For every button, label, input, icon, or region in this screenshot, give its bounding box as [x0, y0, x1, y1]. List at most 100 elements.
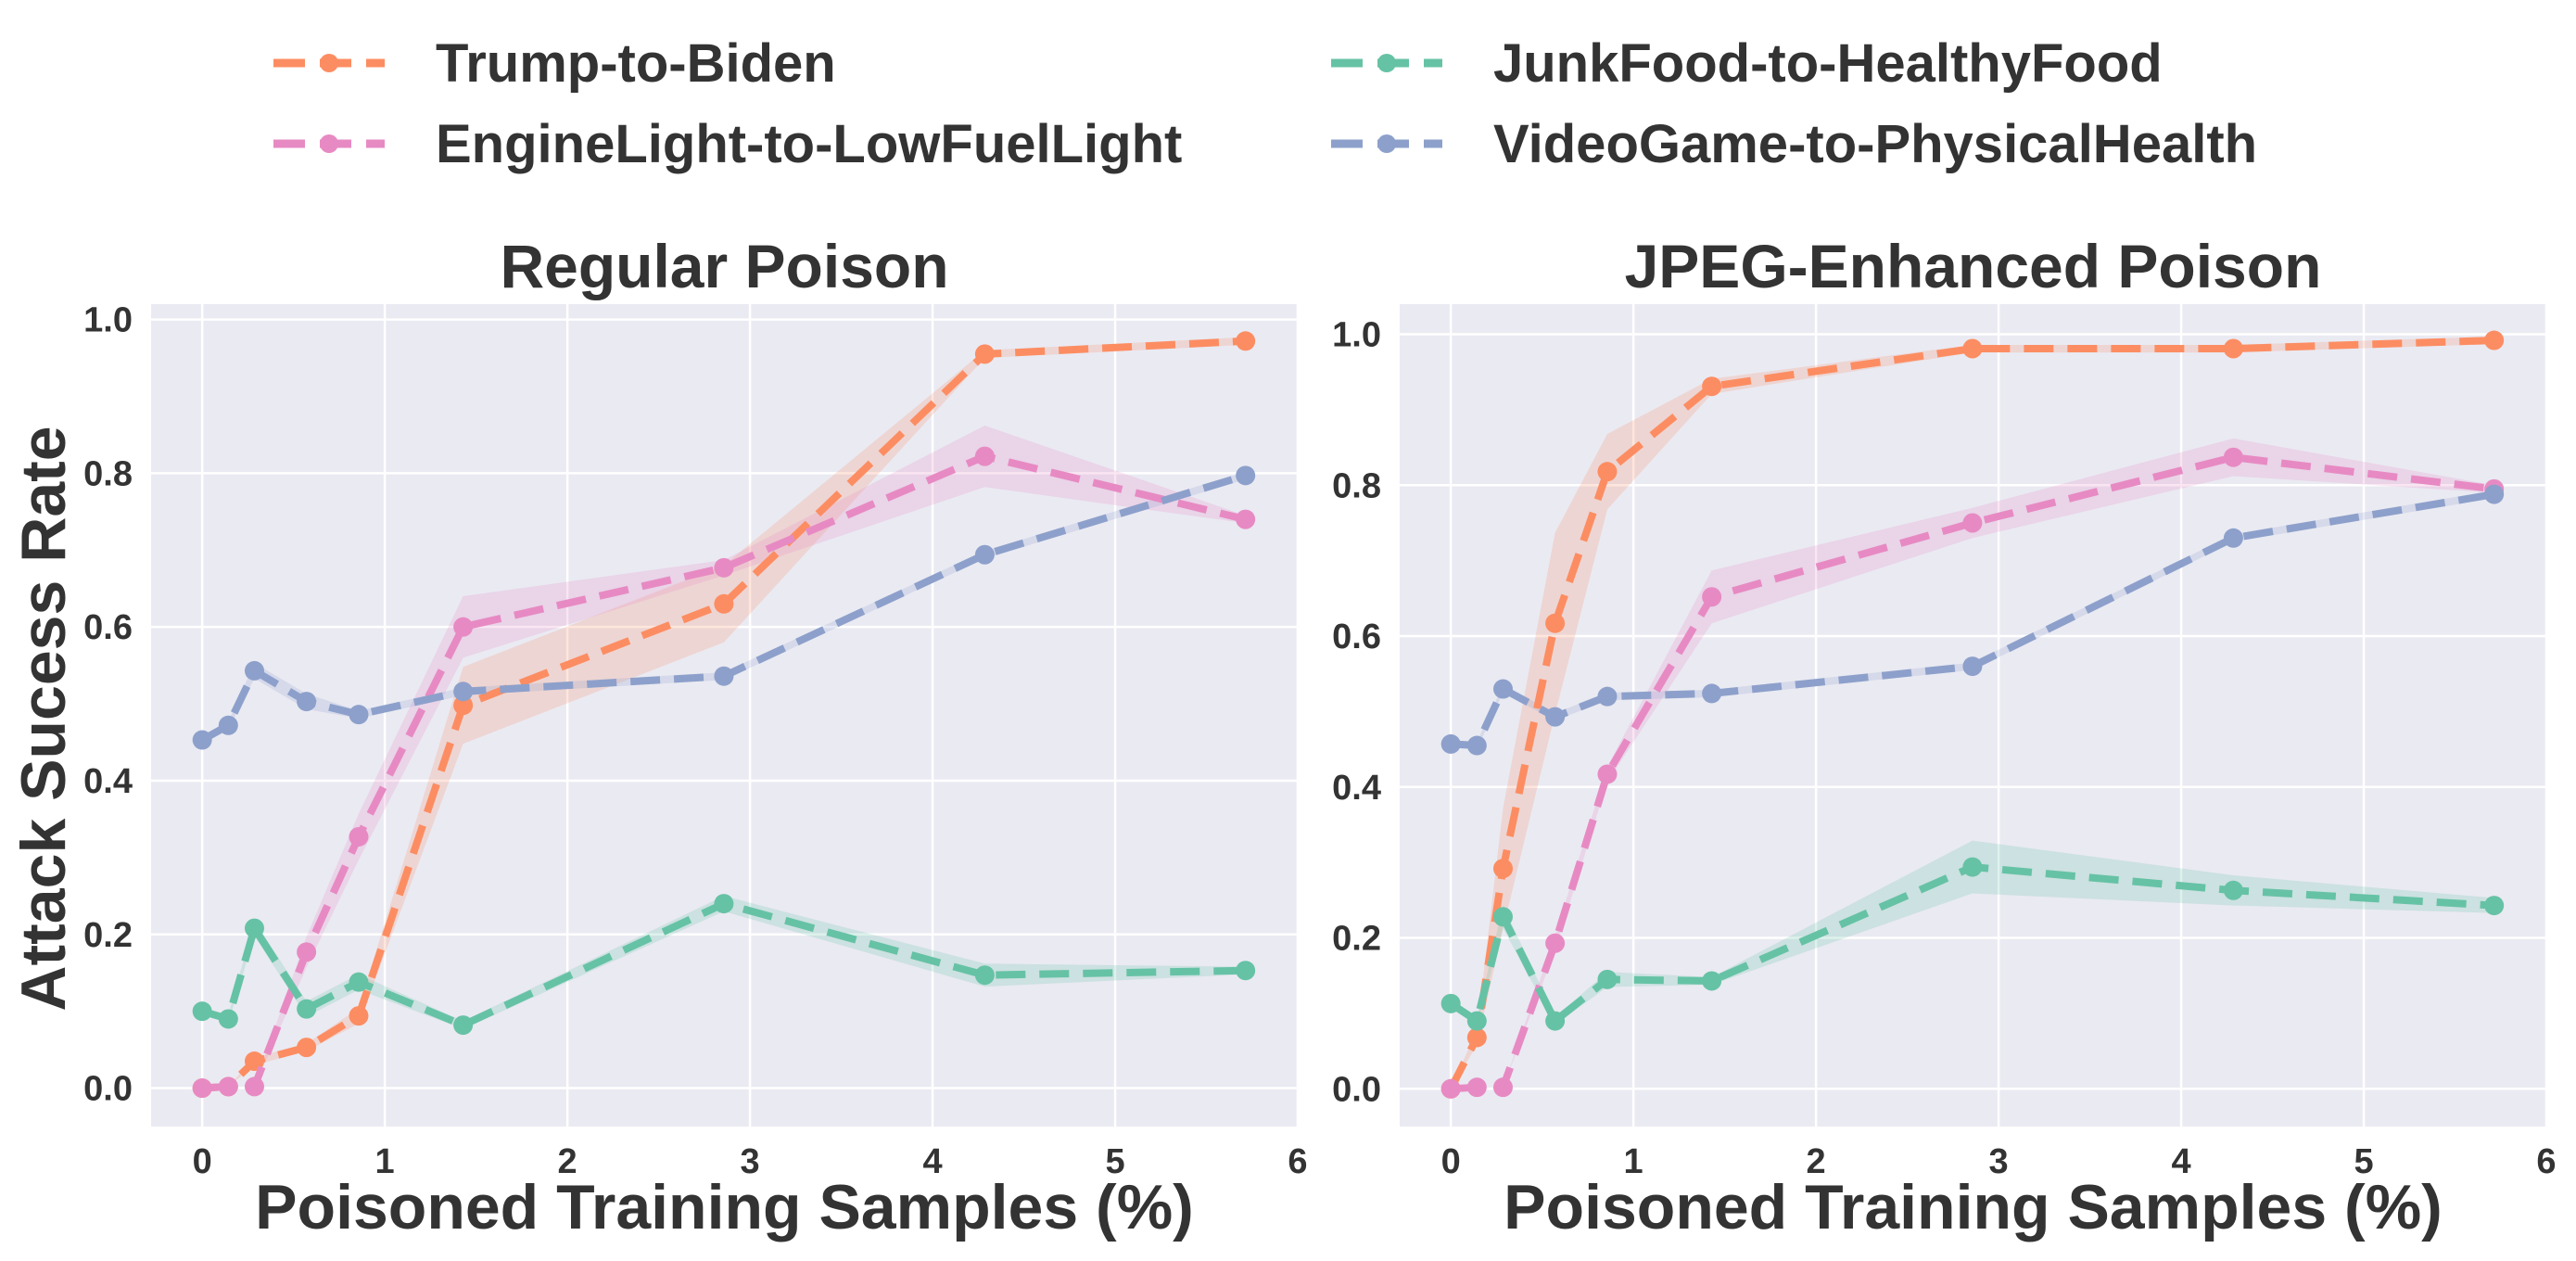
y-tick-label: 0.0: [83, 1070, 133, 1109]
point-videogame-to-physicalhealth: [1236, 465, 1256, 486]
point-junkfood-to-healthyfood: [1702, 971, 1722, 991]
point-trump-to-biden: [974, 344, 995, 364]
x-tick-label: 4: [922, 1142, 942, 1181]
y-tick-label: 0.2: [1332, 920, 1381, 959]
legend-entry-videogame-to-physicalhealth: VideoGame-to-PhysicalHealth: [1331, 114, 2257, 174]
line-videogame-to-physicalhealth: [200, 472, 1247, 744]
point-videogame-to-physicalhealth: [1492, 679, 1513, 699]
point-trump-to-biden: [453, 695, 474, 716]
legend-marker-swatch: [320, 134, 338, 153]
y-axis-label: Attack Sucess Rate: [8, 426, 79, 1011]
point-junkfood-to-healthyfood: [1440, 993, 1461, 1013]
series-junkfood-to-healthyfood: [1440, 857, 2505, 1031]
legend-marker-swatch: [320, 54, 338, 72]
point-trump-to-biden: [2484, 330, 2505, 350]
x-axis-label: Poisoned Training Samples (%): [255, 1172, 1194, 1242]
chart-title: Regular Poison: [500, 232, 948, 300]
x-tick-label: 0: [1441, 1142, 1461, 1181]
x-tick-label: 6: [2536, 1142, 2556, 1181]
legend-label: VideoGame-to-PhysicalHealth: [1493, 114, 2257, 174]
point-enginelight-to-lowfuellight: [1466, 1077, 1487, 1098]
legend-marker-swatch: [1377, 134, 1396, 153]
chart-title: JPEG-Enhanced Poison: [1625, 232, 2322, 300]
point-trump-to-biden: [1236, 331, 1256, 351]
y-tick-label: 0.8: [83, 454, 133, 493]
point-trump-to-biden: [2223, 338, 2243, 359]
point-enginelight-to-lowfuellight: [218, 1076, 238, 1097]
point-junkfood-to-healthyfood: [1545, 1011, 1566, 1031]
point-enginelight-to-lowfuellight: [1492, 1077, 1513, 1098]
point-junkfood-to-healthyfood: [244, 918, 264, 938]
legend-marker-swatch: [1377, 54, 1396, 72]
series-enginelight-to-lowfuellight: [192, 446, 1256, 1099]
point-trump-to-biden: [297, 1038, 317, 1058]
x-tick-label: 2: [1807, 1142, 1826, 1181]
point-videogame-to-physicalhealth: [453, 681, 474, 702]
point-enginelight-to-lowfuellight: [2223, 447, 2243, 467]
y-tick-label: 1.0: [1332, 316, 1381, 355]
point-videogame-to-physicalhealth: [2484, 484, 2505, 504]
point-enginelight-to-lowfuellight: [1597, 764, 1618, 784]
point-videogame-to-physicalhealth: [244, 660, 264, 681]
point-videogame-to-physicalhealth: [974, 544, 995, 565]
x-tick-label: 1: [1624, 1142, 1643, 1181]
series-videogame-to-physicalhealth: [1440, 484, 2505, 756]
chart-jpeg-enhanced-poison: 0 1 2 3 4 5 6 0.0 0.2 0.4 0.6 0.8 1.0 JPEG-Enhanced P…: [1332, 232, 2556, 1242]
point-enginelight-to-lowfuellight: [1440, 1078, 1461, 1099]
point-junkfood-to-healthyfood: [192, 1001, 212, 1022]
point-videogame-to-physicalhealth: [1702, 683, 1722, 704]
point-enginelight-to-lowfuellight: [1962, 513, 1983, 533]
x-tick-label: 0: [193, 1142, 212, 1181]
legend: Trump-to-Biden EngineLight-to-LowFuelLigh…: [273, 33, 2257, 174]
x-tick-label: 3: [1989, 1142, 2009, 1181]
point-enginelight-to-lowfuellight: [349, 826, 369, 847]
point-junkfood-to-healthyfood: [1597, 969, 1618, 989]
x-tick-label: 4: [2171, 1142, 2190, 1181]
x-tick-label: 5: [2354, 1142, 2373, 1181]
legend-entry-junkfood-to-healthyfood: JunkFood-to-HealthyFood: [1331, 33, 2163, 94]
point-enginelight-to-lowfuellight: [714, 557, 734, 578]
y-tick-label: 0.0: [1332, 1070, 1381, 1109]
point-trump-to-biden: [714, 593, 734, 614]
grid: [151, 304, 1300, 1127]
y-tick-label: 0.4: [1332, 769, 1381, 808]
point-enginelight-to-lowfuellight: [192, 1078, 212, 1099]
point-junkfood-to-healthyfood: [2484, 896, 2505, 916]
series-group: [192, 331, 1256, 1099]
y-tick-label: 0.6: [1332, 618, 1381, 656]
point-videogame-to-physicalhealth: [297, 692, 317, 712]
x-tick-label: 3: [741, 1142, 760, 1181]
point-trump-to-biden: [1466, 1027, 1487, 1048]
x-tick-label: 1: [375, 1142, 395, 1181]
point-videogame-to-physicalhealth: [1440, 733, 1461, 754]
point-videogame-to-physicalhealth: [714, 666, 734, 686]
point-enginelight-to-lowfuellight: [1545, 933, 1566, 953]
point-videogame-to-physicalhealth: [2223, 528, 2243, 548]
point-videogame-to-physicalhealth: [1962, 656, 1983, 677]
chart-regular-poison: 0 1 2 3 4 5 6 0.0 0.2 0.4 0.6 0.8 1.0 Regular Poison P…: [83, 232, 1307, 1242]
point-junkfood-to-healthyfood: [453, 1015, 474, 1036]
point-videogame-to-physicalhealth: [1597, 686, 1618, 707]
point-junkfood-to-healthyfood: [1492, 907, 1513, 927]
point-videogame-to-physicalhealth: [349, 705, 369, 725]
point-enginelight-to-lowfuellight: [453, 617, 474, 637]
legend-entry-trump-to-biden: Trump-to-Biden: [273, 33, 836, 94]
x-tick-label: 5: [1105, 1142, 1124, 1181]
point-videogame-to-physicalhealth: [1466, 735, 1487, 756]
y-tick-label: 0.6: [83, 608, 133, 647]
plot-area: [1400, 304, 2546, 1127]
point-enginelight-to-lowfuellight: [244, 1076, 264, 1097]
point-junkfood-to-healthyfood: [1236, 961, 1256, 981]
point-junkfood-to-healthyfood: [218, 1009, 238, 1029]
point-junkfood-to-healthyfood: [2223, 880, 2243, 900]
plot-area: [151, 304, 1298, 1127]
series-videogame-to-physicalhealth: [192, 465, 1256, 750]
x-axis-label: Poisoned Training Samples (%): [1504, 1172, 2443, 1242]
point-trump-to-biden: [1597, 462, 1618, 482]
point-trump-to-biden: [1545, 613, 1566, 633]
x-tick-label: 2: [558, 1142, 577, 1181]
legend-label: Trump-to-Biden: [436, 33, 836, 94]
grid: [1400, 304, 2548, 1127]
legend-label: JunkFood-to-HealthyFood: [1493, 33, 2163, 94]
